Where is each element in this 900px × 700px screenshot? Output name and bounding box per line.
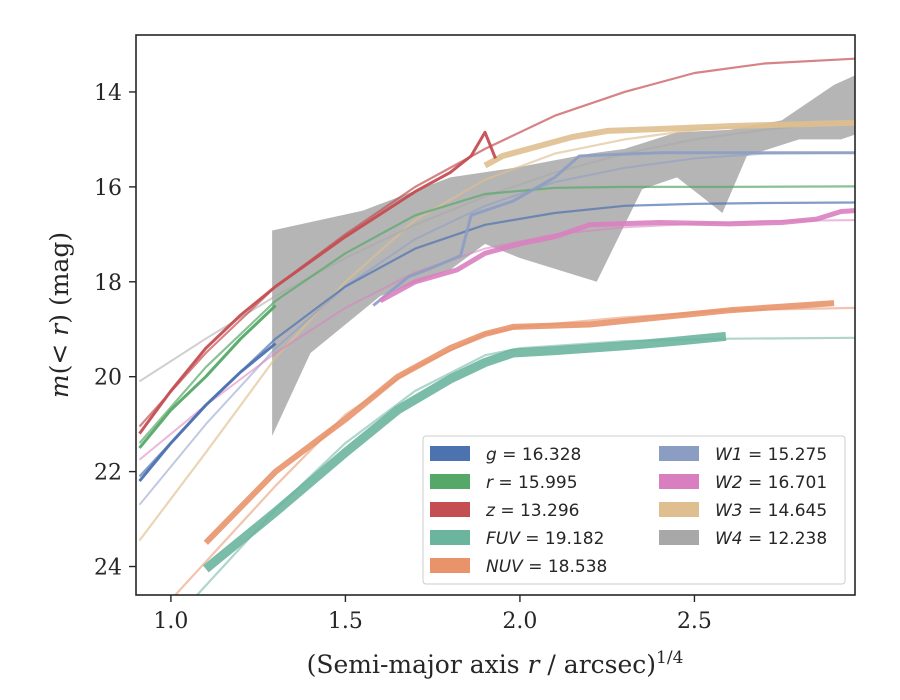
legend-swatch (659, 446, 699, 461)
legend-label: NUV = 18.538 (486, 557, 607, 577)
legend-box (422, 435, 846, 585)
x-tick-label: 2.5 (677, 609, 712, 634)
legend-label: W1 = 15.275 (715, 445, 827, 465)
series-layer (138, 57, 855, 595)
legend-label: W4 = 12.238 (715, 529, 827, 549)
y-tick-label: 20 (94, 366, 122, 391)
legend-swatch (659, 502, 699, 517)
x-axis-title: (Semi-major axis r / arcsec)1/4 (307, 648, 684, 679)
legend-swatch (430, 530, 470, 545)
y-tick-label: 18 (94, 271, 122, 296)
band-W4 (272, 75, 855, 437)
x-tick-label: 2.0 (502, 609, 537, 634)
legend-swatch (430, 502, 470, 517)
y-tick-label: 16 (94, 176, 122, 201)
legend-label: W2 = 16.701 (715, 473, 827, 493)
x-tick-label: 1.0 (153, 609, 188, 634)
series-data-W2 (379, 208, 855, 303)
series-data-r (138, 304, 277, 449)
legend-label: FUV = 19.182 (486, 529, 604, 549)
series-model-W1 (138, 151, 855, 506)
plot-area (138, 57, 855, 595)
legend-label: r = 15.995 (486, 473, 578, 493)
y-axis-title: m(< r) (mag) (45, 232, 74, 398)
legend: g = 16.328 r = 15.995 z = 13.296 FUV = 19.1… (422, 435, 846, 585)
x-axis: 1.0 1.5 2.0 2.5 (153, 595, 712, 634)
series-model-W4 (138, 119, 855, 383)
x-tick-label: 1.5 (328, 609, 363, 634)
legend-swatch (430, 474, 470, 489)
legend-entries: g = 16.328 r = 15.995 z = 13.296 FUV = 19.1… (430, 445, 827, 577)
y-tick-label: 24 (94, 556, 122, 581)
legend-label: z = 13.296 (485, 501, 579, 521)
legend-swatch (659, 530, 699, 545)
series-data-NUV (203, 300, 835, 545)
plot-frame (135, 34, 856, 596)
series-model-z (138, 57, 855, 428)
legend-swatch (430, 446, 470, 461)
legend-swatch (659, 474, 699, 489)
legend-swatch (430, 558, 470, 573)
legend-label: g = 16.328 (486, 445, 581, 465)
series-data-W1 (372, 151, 855, 307)
series-data-FUV (202, 331, 727, 573)
y-axis: 14 16 18 20 22 24 (94, 81, 136, 581)
series-model-r (138, 185, 855, 444)
y-tick-label: 22 (94, 461, 122, 486)
y-tick-label: 14 (94, 81, 122, 106)
series-data-z (138, 130, 497, 435)
series-data-g (138, 342, 277, 483)
legend-label: W3 = 14.645 (715, 501, 827, 521)
series-data-W3 (483, 119, 855, 169)
band-layer (272, 75, 855, 437)
